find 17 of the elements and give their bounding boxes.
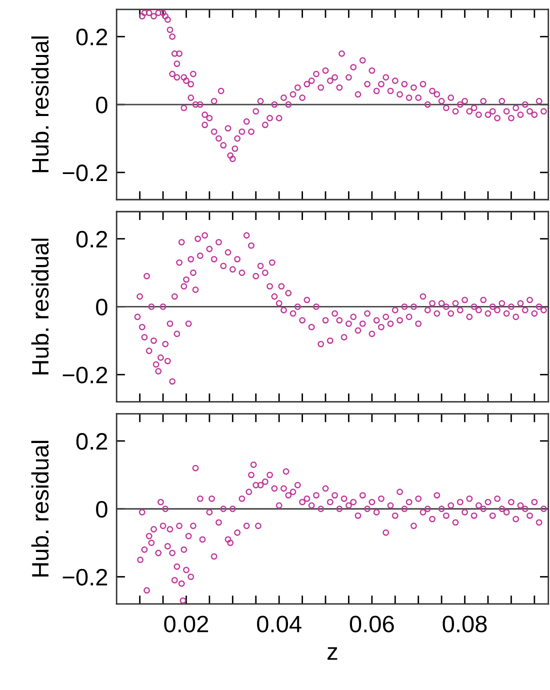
- y-axis-title: Hub. residual: [31, 440, 49, 576]
- y-tick-label: −0.2: [62, 164, 108, 182]
- x-tick-label: 0.04: [257, 616, 302, 632]
- y-tick-label: 0.2: [76, 28, 108, 46]
- y-axis-title: Hub. residual: [31, 36, 49, 172]
- y-tick-label: 0: [96, 96, 108, 114]
- x-tick-label: 0.02: [164, 616, 208, 632]
- y-tick-label: 0: [96, 500, 108, 518]
- y-axis-title: Hub. residual: [31, 238, 49, 374]
- x-tick-label: 0.06: [350, 616, 394, 632]
- x-axis-title: z: [328, 647, 338, 660]
- y-tick-label: 0: [96, 298, 108, 316]
- y-tick-label: 0.2: [76, 230, 108, 248]
- y-tick-label: −0.2: [62, 568, 108, 586]
- x-tick-label: 0.08: [442, 616, 487, 632]
- y-tick-label: −0.2: [62, 366, 108, 384]
- y-tick-label: 0.2: [76, 433, 108, 450]
